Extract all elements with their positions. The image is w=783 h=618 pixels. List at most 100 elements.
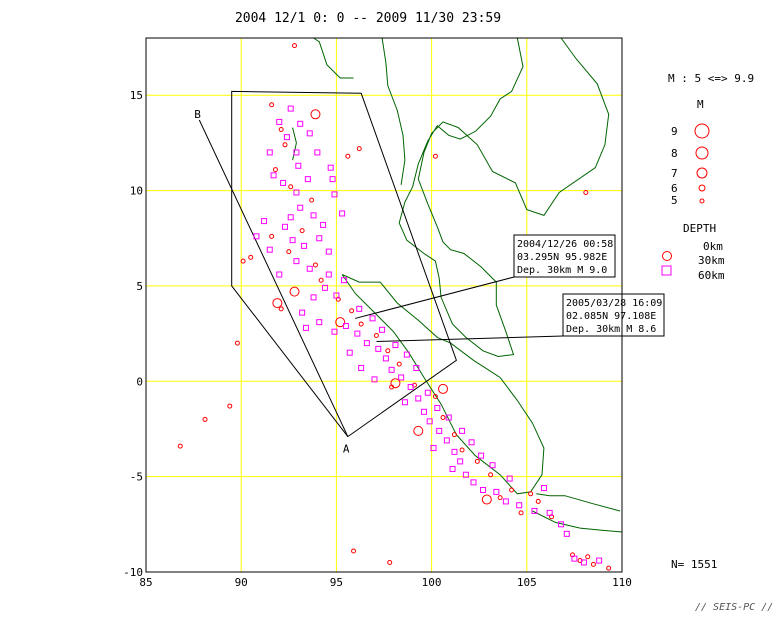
event-marker <box>240 258 246 264</box>
event-marker <box>506 475 513 482</box>
event-marker <box>278 127 284 133</box>
event-marker <box>270 172 277 179</box>
event-marker <box>335 317 346 328</box>
event-marker <box>373 333 379 339</box>
event-marker <box>356 146 362 152</box>
callout-leader <box>376 335 564 343</box>
event-marker <box>569 552 575 558</box>
event-marker <box>385 348 391 354</box>
event-marker <box>293 258 300 265</box>
event-marker <box>349 308 355 314</box>
event-marker <box>403 351 410 358</box>
event-marker <box>295 162 302 169</box>
event-marker <box>459 447 465 453</box>
event-marker <box>480 486 487 493</box>
coastline <box>313 37 354 79</box>
event-marker <box>577 558 583 564</box>
y-tick-label: -5 <box>130 471 143 484</box>
callout-text: 2005/03/28 16:09 <box>566 298 662 309</box>
event-marker <box>478 452 485 459</box>
event-marker <box>306 265 313 272</box>
event-marker <box>516 502 523 509</box>
event-marker <box>310 109 321 120</box>
event-marker <box>462 471 469 478</box>
event-marker <box>346 349 353 356</box>
event-count: N= 1551 <box>671 558 717 571</box>
event-marker <box>497 495 503 501</box>
event-marker <box>488 472 494 478</box>
event-marker <box>398 374 405 381</box>
event-marker <box>382 355 389 362</box>
legend-mag-title: M <box>697 98 704 111</box>
event-marker <box>387 559 393 565</box>
event-marker <box>443 437 450 444</box>
event-marker <box>426 418 433 425</box>
x-tick-label: 100 <box>422 576 442 589</box>
event-marker <box>297 120 304 127</box>
event-marker <box>202 416 208 422</box>
event-marker <box>392 342 399 349</box>
event-marker <box>436 427 443 434</box>
callout-text: 02.085N 97.108E <box>566 311 656 322</box>
legend-mag-8: 8 <box>671 147 678 160</box>
y-tick-label: -10 <box>123 566 143 579</box>
y-tick-label: 0 <box>136 375 143 388</box>
event-marker <box>325 271 332 278</box>
event-marker <box>558 521 565 528</box>
event-marker <box>351 548 357 554</box>
event-marker <box>459 427 466 434</box>
callout-leader <box>354 276 515 319</box>
callout-text: Dep. 30km M 9.0 <box>517 265 607 276</box>
x-tick-label: 90 <box>235 576 248 589</box>
event-marker <box>493 488 500 495</box>
callout-text: Dep. 30km M 8.6 <box>566 324 656 335</box>
event-marker <box>314 149 321 156</box>
event-marker <box>354 330 361 337</box>
event-marker <box>369 315 376 322</box>
legend-mag-6-symbol <box>698 184 706 192</box>
event-marker <box>451 448 458 455</box>
event-marker <box>320 221 327 228</box>
legend-depth-30: 30km <box>698 254 725 267</box>
event-marker <box>234 340 240 346</box>
event-marker <box>325 248 332 255</box>
event-marker <box>430 445 437 452</box>
event-marker <box>292 43 298 49</box>
legend-mag-5: 5 <box>671 194 678 207</box>
event-marker <box>585 554 591 560</box>
event-marker <box>440 415 446 421</box>
legend-depth-60: 60km <box>698 269 725 282</box>
event-marker <box>331 328 338 335</box>
event-marker <box>413 425 424 436</box>
event-marker <box>540 485 547 492</box>
legend-mag-range: M : 5 <=> 9.9 <box>668 72 754 85</box>
event-marker <box>342 322 349 329</box>
event-marker <box>282 142 288 148</box>
event-marker <box>248 254 254 260</box>
event-marker <box>531 507 538 514</box>
event-marker <box>375 345 382 352</box>
cross-section-polygon <box>231 90 457 438</box>
event-marker <box>293 149 300 156</box>
y-tick-label: 15 <box>130 89 143 102</box>
legend-mag-5-symbol <box>699 198 705 204</box>
event-marker <box>606 565 612 571</box>
event-marker <box>306 130 313 137</box>
event-marker <box>546 509 553 516</box>
event-marker <box>302 324 309 331</box>
callout-text: 2004/12/26 00:58 <box>517 239 613 250</box>
event-marker <box>276 271 283 278</box>
event-marker <box>272 298 283 309</box>
coastline <box>532 510 623 533</box>
event-marker <box>390 378 401 389</box>
event-marker <box>432 394 438 400</box>
event-marker <box>289 286 300 297</box>
legend-mag-7: 7 <box>671 167 678 180</box>
event-marker <box>276 118 283 125</box>
event-marker <box>420 408 427 415</box>
event-marker <box>288 184 294 190</box>
event-marker <box>266 149 273 156</box>
event-marker <box>563 530 570 537</box>
plot-area: 85 90 95 100 105 110 -10 -5 0 5 10 15 A B 2004/12/26 0… <box>123 37 665 589</box>
y-tick-label: 10 <box>130 185 143 198</box>
